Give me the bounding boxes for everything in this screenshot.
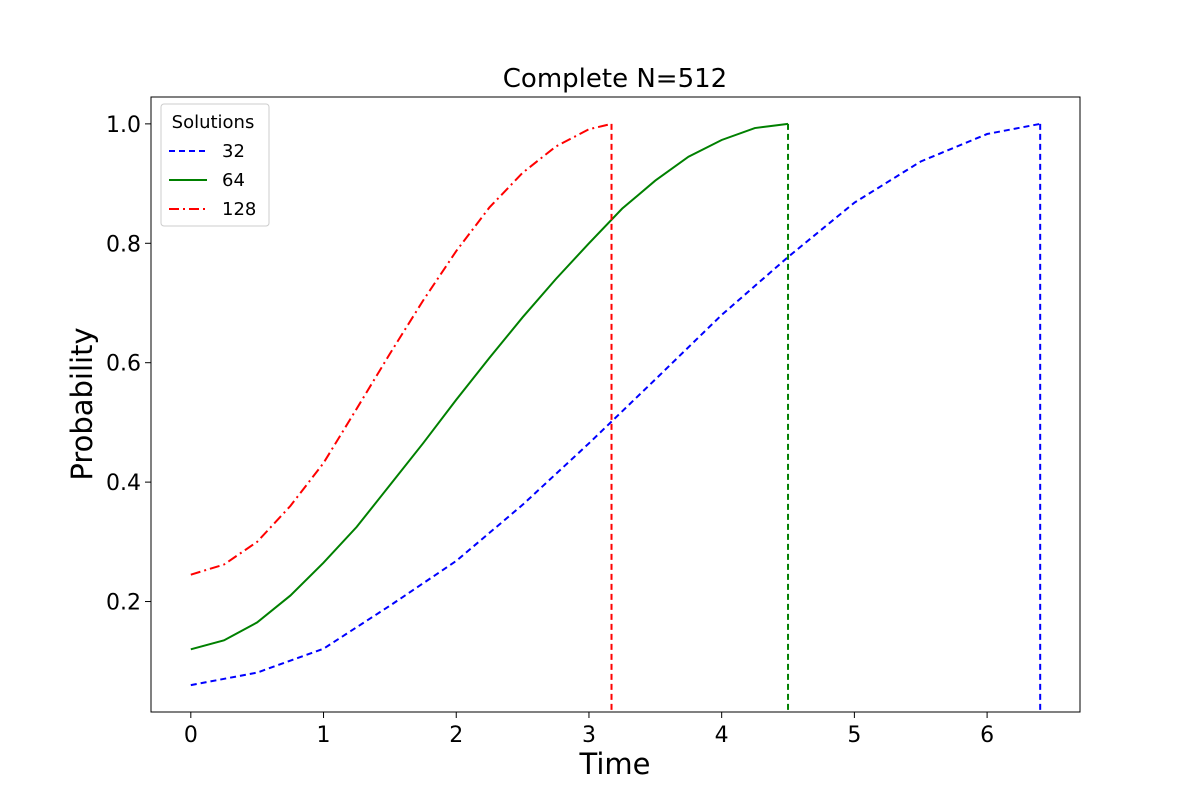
- plot-area-frame: [150, 96, 1081, 713]
- y-tick-label: 0.4: [106, 471, 141, 496]
- x-tick-label: 0: [184, 723, 198, 748]
- legend-label-128: 128: [222, 199, 256, 220]
- x-tick-label: 2: [449, 723, 463, 748]
- y-tick-label: 1.0: [106, 113, 141, 138]
- x-tick-label: 4: [715, 723, 729, 748]
- series-line-32: [190, 122, 1041, 687]
- legend-entries: 32 64 128: [169, 141, 256, 220]
- y-axis-label: Probability: [65, 327, 99, 480]
- legend-label-64: 64: [222, 170, 245, 191]
- legend-box: [160, 103, 270, 227]
- series-line-128: [190, 122, 612, 576]
- legend: Solutions 32 64 128: [160, 103, 270, 227]
- x-axis-label: Time: [579, 747, 651, 781]
- legend-label-32: 32: [222, 141, 245, 162]
- series-layer: [190, 122, 1042, 712]
- x-tick-label: 5: [847, 723, 861, 748]
- x-tick-label: 6: [980, 723, 994, 748]
- series-line-64: [190, 122, 789, 651]
- y-tick-label: 0.6: [106, 352, 141, 377]
- chart-title: Complete N=512: [503, 64, 727, 94]
- y-axis-ticks: 0.2 0.4 0.6 0.8 1.0: [106, 113, 151, 616]
- legend-title: Solutions: [172, 112, 255, 133]
- y-tick-label: 0.8: [106, 232, 141, 257]
- x-tick-label: 3: [582, 723, 596, 748]
- x-tick-label: 1: [317, 723, 331, 748]
- x-axis-ticks: 0 1 2 3 4 5 6: [184, 712, 994, 748]
- y-tick-label: 0.2: [106, 591, 141, 616]
